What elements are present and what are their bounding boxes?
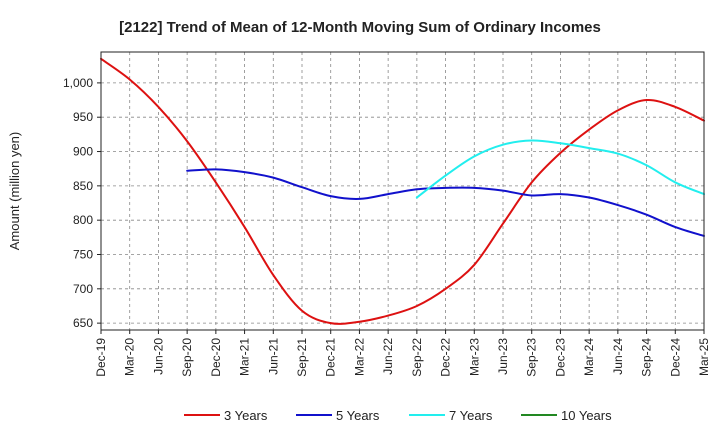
x-tick-label: Mar-22 bbox=[352, 338, 366, 376]
y-tick-label: 950 bbox=[73, 110, 93, 124]
legend-label: 5 Years bbox=[336, 408, 380, 423]
x-tick-label: Sep-23 bbox=[525, 338, 539, 377]
x-tick-label: Mar-25 bbox=[697, 338, 711, 376]
grid-layer bbox=[101, 52, 704, 330]
x-tick-label: Jun-21 bbox=[266, 338, 280, 375]
y-tick-label: 750 bbox=[73, 247, 93, 261]
x-tick-label: Jun-20 bbox=[151, 338, 165, 375]
y-tick-label: 700 bbox=[73, 282, 93, 296]
legend-item-3-years: 3 Years bbox=[184, 408, 268, 423]
legend: 3 Years 5 Years 7 Years 10 Years bbox=[184, 408, 612, 423]
y-tick-labels: 650 700 750 800 850 900 950 1,000 bbox=[63, 76, 101, 330]
y-tick-label: 650 bbox=[73, 316, 93, 330]
y-tick-label: 1,000 bbox=[63, 76, 93, 90]
x-tick-label: Dec-21 bbox=[324, 338, 338, 377]
x-tick-label: Dec-20 bbox=[209, 338, 223, 377]
x-tick-label: Dec-24 bbox=[668, 338, 682, 377]
y-tick-label: 850 bbox=[73, 179, 93, 193]
x-tick-labels: Dec-19 Mar-20 Jun-20 Sep-20 Dec-20 Mar-21 Jun-… bbox=[94, 330, 711, 377]
x-tick-label: Sep-24 bbox=[640, 338, 654, 377]
legend-item-10-years: 10 Years bbox=[521, 408, 612, 423]
legend-label: 3 Years bbox=[224, 408, 268, 423]
series-layer bbox=[100, 57, 705, 325]
series-line-3-years bbox=[100, 57, 705, 325]
x-tick-label: Sep-20 bbox=[180, 338, 194, 377]
x-tick-label: Jun-22 bbox=[381, 338, 395, 375]
y-tick-label: 800 bbox=[73, 213, 93, 227]
y-tick-label: 900 bbox=[73, 145, 93, 159]
x-tick-label: Sep-22 bbox=[410, 338, 424, 377]
plot-frame bbox=[100, 51, 705, 331]
legend-label: 7 Years bbox=[449, 408, 493, 423]
legend-item-5-years: 5 Years bbox=[296, 408, 380, 423]
x-tick-label: Dec-22 bbox=[439, 338, 453, 377]
y-axis-label: Amount (million yen) bbox=[7, 132, 22, 251]
x-tick-label: Mar-21 bbox=[238, 338, 252, 376]
series-line-7-years bbox=[415, 139, 705, 199]
legend-item-7-years: 7 Years bbox=[409, 408, 493, 423]
x-tick-label: Sep-21 bbox=[295, 338, 309, 377]
x-tick-label: Dec-19 bbox=[94, 338, 108, 377]
chart-title: [2122] Trend of Mean of 12-Month Moving … bbox=[119, 19, 601, 36]
x-tick-label: Jun-23 bbox=[496, 338, 510, 375]
x-tick-label: Mar-20 bbox=[123, 338, 137, 376]
x-tick-label: Dec-23 bbox=[553, 338, 567, 377]
series-line-5-years bbox=[186, 168, 705, 237]
x-tick-label: Mar-24 bbox=[582, 338, 596, 376]
x-tick-label: Jun-24 bbox=[611, 338, 625, 375]
legend-label: 10 Years bbox=[561, 408, 612, 423]
x-tick-label: Mar-23 bbox=[467, 338, 481, 376]
